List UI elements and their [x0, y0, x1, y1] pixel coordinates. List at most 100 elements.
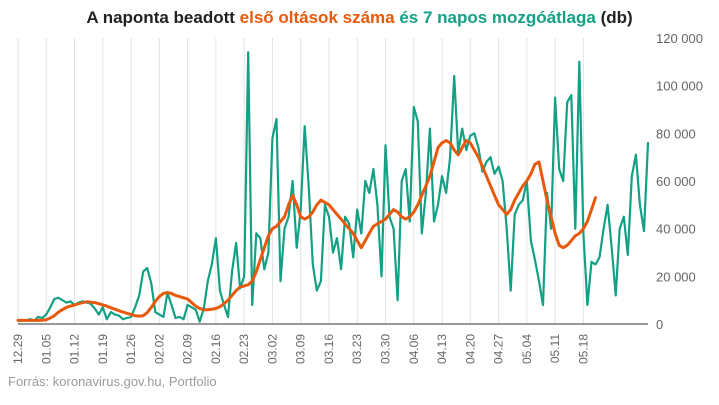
data-point-avg: [198, 307, 201, 310]
data-point-daily: [485, 160, 488, 163]
data-point-avg: [408, 215, 411, 218]
y-axis-ticks: 0 20 000 40 000 60 000 80 000 100 000 120 000: [656, 31, 703, 332]
data-point-avg: [235, 289, 238, 292]
data-point-avg: [126, 312, 128, 315]
data-point-daily: [154, 311, 157, 314]
data-point-daily: [574, 227, 577, 230]
data-point-daily: [336, 237, 338, 240]
data-point-avg: [239, 286, 242, 289]
data-point-daily: [194, 308, 197, 311]
data-point-daily: [299, 208, 302, 211]
title-part-3: és 7 napos mozgóátlaga: [394, 8, 596, 27]
data-point-daily: [251, 303, 254, 306]
data-point-daily: [146, 267, 149, 269]
data-point-daily: [493, 172, 496, 175]
data-point-avg: [291, 194, 294, 197]
data-point-avg: [190, 301, 193, 304]
x-tick-label: 01.05: [39, 334, 53, 364]
data-point-avg: [101, 303, 104, 306]
data-point-daily: [49, 306, 52, 309]
data-point-daily: [122, 318, 124, 321]
data-point-daily: [558, 168, 561, 171]
data-point-avg: [574, 234, 577, 237]
data-point-daily: [513, 213, 516, 216]
data-point-daily: [586, 303, 589, 306]
data-point-daily: [368, 191, 371, 194]
data-point-avg: [529, 172, 532, 175]
data-point-avg: [299, 215, 302, 218]
data-point-daily: [162, 315, 165, 318]
title-part-4: (db): [595, 8, 633, 27]
data-point-daily: [174, 317, 177, 319]
data-point-daily: [263, 268, 266, 271]
data-point-daily: [634, 153, 637, 156]
data-point-daily: [509, 289, 512, 292]
data-point-avg: [93, 301, 96, 304]
data-point-daily: [360, 232, 363, 235]
data-point-avg: [17, 319, 19, 322]
data-point-daily: [376, 203, 379, 206]
data-point-avg: [550, 215, 553, 218]
data-point-daily: [352, 256, 355, 259]
data-point-avg: [25, 319, 28, 322]
x-axis-ticks: 12.29 01.05 01.12 01.19 01.26 02.02 02.09 02.16…: [11, 334, 590, 364]
data-point-daily: [53, 298, 56, 300]
data-point-daily: [109, 311, 112, 314]
data-points: [17, 51, 649, 323]
data-point-avg: [202, 308, 205, 311]
data-point-daily: [461, 127, 464, 130]
data-point-avg: [158, 295, 161, 298]
data-point-avg: [227, 299, 229, 302]
data-point-daily: [538, 280, 540, 283]
data-point-avg: [433, 160, 435, 163]
data-point-daily: [647, 141, 649, 144]
data-point-avg: [570, 239, 573, 242]
data-point-daily: [489, 156, 492, 159]
data-point-avg: [283, 215, 286, 218]
data-point-avg: [521, 184, 524, 187]
data-point-avg: [154, 300, 157, 303]
data-point-avg: [174, 294, 177, 297]
data-point-daily: [311, 263, 314, 266]
data-point-avg: [77, 302, 80, 305]
data-point-avg: [315, 203, 318, 206]
data-point-avg: [392, 208, 395, 211]
data-point-avg: [214, 307, 217, 310]
data-point-daily: [315, 289, 318, 292]
data-point-avg: [138, 315, 141, 318]
data-point-avg: [594, 196, 597, 199]
data-point-avg: [428, 175, 431, 178]
data-point-avg: [554, 232, 557, 235]
data-point-daily: [303, 125, 306, 128]
data-point-avg: [41, 319, 44, 322]
data-point-avg: [142, 314, 145, 317]
data-point-daily: [344, 215, 347, 218]
data-point-daily: [97, 313, 100, 316]
data-point-avg: [113, 308, 116, 311]
data-point-daily: [275, 118, 278, 120]
data-point-avg: [279, 220, 282, 223]
data-point-daily: [610, 246, 613, 249]
data-point-avg: [146, 311, 149, 314]
data-point-avg: [182, 296, 185, 299]
data-point-daily: [453, 75, 456, 78]
data-point-avg: [243, 284, 246, 287]
data-point-daily: [340, 268, 343, 271]
data-point-daily: [533, 258, 536, 261]
data-point-avg: [396, 211, 399, 213]
x-tick-label: 05.04: [520, 334, 534, 364]
data-point-avg: [416, 203, 419, 206]
data-point-avg: [255, 270, 258, 273]
data-point-daily: [142, 270, 145, 273]
x-tick-label: 04.27: [492, 334, 506, 364]
data-point-daily: [279, 280, 282, 283]
data-point-avg: [360, 246, 363, 249]
data-point-daily: [521, 199, 524, 202]
data-point-avg: [441, 141, 443, 144]
data-point-daily: [412, 106, 415, 109]
data-point-avg: [186, 298, 189, 300]
data-point-avg: [307, 215, 310, 218]
data-point-avg: [85, 300, 88, 303]
data-point-avg: [271, 227, 274, 230]
data-point-avg: [194, 305, 197, 308]
